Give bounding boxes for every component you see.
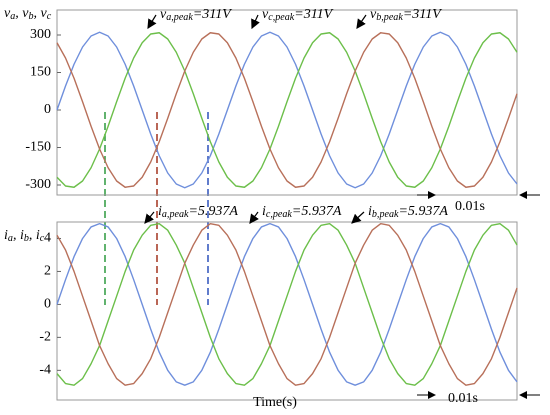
subscript: a (10, 11, 15, 22)
y-tick-label: 300 (30, 27, 51, 42)
subscript: a (8, 233, 13, 244)
y-tick-label: -150 (25, 140, 51, 155)
annotation-arrow (147, 14, 157, 30)
y-tick-label: 2 (44, 264, 51, 279)
series-line (56, 222, 518, 386)
subscript: b (28, 11, 33, 22)
annotation: ib,peak=5.937A (368, 204, 448, 220)
annotation-arrow (251, 14, 260, 30)
y-tick-label: -2 (39, 330, 51, 345)
series-line (56, 32, 518, 188)
annotation-arrow (249, 211, 259, 224)
text-part: , v (15, 6, 29, 21)
scale-label: 0.01s (455, 199, 485, 214)
series-line (56, 32, 518, 188)
annotation: va,peak=311V (160, 7, 232, 23)
text-part: , i (13, 228, 24, 243)
x-axis-label: Time(s) (253, 395, 297, 410)
y-tick-label: 0 (44, 102, 51, 117)
text-part: v (370, 7, 377, 22)
plot-frame (56, 221, 518, 401)
text-part: =311V (193, 7, 232, 22)
annotation-arrow (356, 14, 367, 29)
annotation-arrow (144, 211, 155, 224)
subscript: c (40, 233, 45, 244)
y-tick-label: 150 (30, 65, 51, 80)
text-part: v (262, 7, 269, 22)
y-tick-label: -300 (25, 177, 51, 192)
annotation: vc,peak=311V (262, 7, 334, 23)
subscript: a,peak (162, 209, 189, 220)
text-part: i (158, 204, 162, 219)
text-part: =5.937A (188, 204, 238, 219)
subscript: a,peak (166, 12, 193, 23)
text-part: =311V (403, 7, 442, 22)
series-line (56, 31, 518, 189)
subscript: c (47, 11, 52, 22)
text-part: i (368, 204, 372, 219)
annotation: ia,peak=5.937A (158, 204, 238, 220)
plot-frame (56, 9, 518, 196)
text-part: =5.937A (398, 204, 448, 219)
y-tick-label: -4 (39, 363, 51, 378)
subscript: c,peak (266, 209, 293, 220)
text-part: v (4, 6, 11, 21)
text-part: =311V (294, 7, 333, 22)
y-tick-label: 0 (44, 297, 51, 312)
subscript: b,peak (376, 12, 403, 23)
text-part: , i (29, 228, 40, 243)
subscript: c,peak (268, 12, 295, 23)
y-axis-label: va, vb, vc (4, 6, 52, 22)
text-part: i (4, 228, 8, 243)
text-part: v (160, 7, 167, 22)
scale-label: 0.01s (448, 391, 478, 406)
text-part: , v (34, 6, 48, 21)
dashed-markers (104, 112, 209, 305)
subscript: b,peak (372, 209, 399, 220)
annotation: vb,peak=311V (370, 7, 442, 23)
annotation-arrow (351, 211, 365, 224)
subscript: b (24, 233, 29, 244)
y-tick-label: 4 (44, 231, 51, 246)
text-part: i (262, 204, 266, 219)
annotation: ic,peak=5.937A (262, 204, 342, 220)
y-axis-label: ia, ib, ic (4, 228, 45, 244)
series-line (56, 222, 518, 386)
text-part: =5.937A (292, 204, 342, 219)
